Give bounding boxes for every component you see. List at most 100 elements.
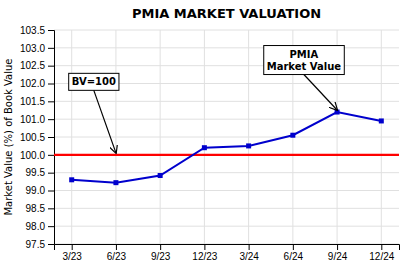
y-tick-mark (48, 191, 54, 192)
point (69, 177, 74, 182)
annotation: PMIAMarket Value (264, 46, 345, 111)
point (290, 133, 295, 138)
x-tick-mark (293, 244, 294, 250)
x-axis-line (55, 245, 400, 251)
grid-line-y (54, 172, 399, 173)
x-tick: 12/24 (369, 244, 394, 262)
annotation-box (69, 73, 119, 90)
y-tick: 103.5 (20, 25, 54, 36)
y-tick-mark (48, 84, 54, 85)
y-tick: 100.0 (20, 150, 54, 161)
x-tick: 6/23 (107, 244, 127, 262)
series-line (72, 112, 382, 183)
y-tick-label: 99.5 (26, 167, 46, 178)
y-tick: 101.5 (20, 96, 54, 107)
x-tick: 9/23 (151, 244, 171, 262)
y-axis-line (48, 31, 55, 245)
point (202, 145, 207, 150)
grid-line-y (54, 30, 399, 31)
grid-line-x (204, 30, 205, 244)
x-tick: 6/24 (284, 244, 304, 262)
x-tick-label: 6/23 (107, 251, 127, 262)
y-tick: 98.5 (26, 203, 54, 214)
x-tick-mark (72, 244, 73, 250)
annotation-arrow (304, 75, 337, 111)
x-tick-label: 9/24 (328, 251, 348, 262)
x-tick: 3/23 (62, 244, 82, 262)
y-tick-label: 98.0 (26, 221, 46, 232)
y-tick-mark (48, 48, 54, 49)
x-tick-mark (204, 244, 205, 250)
y-tick-label: 101.5 (20, 96, 45, 107)
y-tick-label: 102.0 (20, 78, 45, 89)
y-tick: 99.0 (26, 185, 54, 196)
x-tick: 9/24 (328, 244, 348, 262)
grid-line-x (160, 30, 161, 244)
point (113, 180, 118, 185)
annotations: BV=100 PMIAMarket Value (69, 46, 345, 153)
grid-line-x (381, 30, 382, 244)
point (158, 173, 163, 178)
point (379, 118, 384, 123)
x-tick-mark (160, 244, 161, 250)
grid-line-y (54, 47, 399, 48)
y-tick-mark (48, 30, 54, 31)
y-tick-label: 100.5 (20, 132, 45, 143)
grid-line-y (54, 208, 399, 209)
point (335, 110, 340, 115)
y-tick-mark (48, 208, 54, 209)
y-tick: 97.5 (26, 239, 54, 250)
plot: 3/236/239/2312/233/246/249/2412/2497.598… (20, 25, 400, 262)
grid-line-x (71, 30, 72, 244)
y-tick-mark (48, 226, 54, 227)
grid-line-y (54, 154, 399, 155)
title: PMIA MARKET VALUATION (132, 6, 321, 21)
y-tick: 102.5 (20, 60, 54, 71)
x-tick-mark (381, 244, 382, 250)
y-tick-mark (48, 137, 54, 138)
grid-line-y (54, 137, 399, 138)
grid-line-x (115, 30, 116, 244)
grid-line-x (248, 30, 249, 244)
grid-line-y (54, 65, 399, 66)
y-tick: 101.0 (20, 114, 54, 125)
y-tick-mark (48, 101, 54, 102)
x-tick-label: 9/23 (151, 251, 171, 262)
chart: 3/236/239/2312/233/246/249/2412/2497.598… (0, 0, 413, 266)
annotation: BV=100 (69, 73, 119, 153)
x-tick: 12/23 (192, 244, 217, 262)
y-tick: 102.0 (20, 78, 54, 89)
y-tick: 99.5 (26, 167, 54, 178)
grid-line-y (54, 190, 399, 191)
y-tick-label: 103.0 (20, 43, 45, 54)
reference-line (54, 154, 399, 156)
x-tick-label: 12/24 (369, 251, 394, 262)
x-tick-mark (249, 244, 250, 250)
point (246, 143, 251, 148)
marks (54, 110, 399, 186)
y-tick-label: 103.5 (20, 25, 45, 36)
y-tick-mark (48, 66, 54, 67)
x-tick-label: 3/23 (62, 251, 82, 262)
y-tick-label: 98.5 (26, 203, 46, 214)
y-tick-label: 102.5 (20, 60, 45, 71)
y-axis: 97.5 98.0 98.5 99.0 99.5 100.0 100.5 101.0 101.5… (20, 25, 55, 250)
annotation-text: BV=100 (72, 76, 116, 87)
y-tick: 100.5 (20, 132, 54, 143)
y-tick-mark (48, 244, 54, 245)
annotation-arrow (94, 90, 116, 153)
y-tick-mark (48, 119, 54, 120)
y-tick-label: 99.0 (26, 185, 46, 196)
annotation-text: PMIAMarket Value (267, 49, 342, 72)
y-tick-label: 100.0 (20, 150, 45, 161)
y-tick: 98.0 (26, 221, 54, 232)
x-tick-mark (337, 244, 338, 250)
grid-line-y (54, 226, 399, 227)
y-tick-label: 97.5 (26, 239, 46, 250)
y-tick-mark (48, 173, 54, 174)
y-axis-title: Market Value (%) of Book Value (3, 58, 14, 215)
annotation-box (264, 46, 345, 75)
grid-line-y (54, 101, 399, 102)
grid-line-y (54, 119, 399, 120)
x-axis: 3/236/239/2312/233/246/249/2412/24 (55, 244, 400, 262)
